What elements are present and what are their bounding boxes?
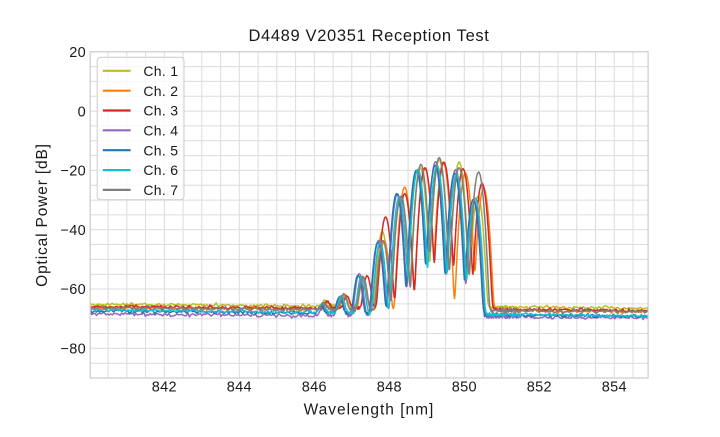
svg-text:846: 846	[302, 380, 327, 396]
svg-text:854: 854	[602, 380, 627, 396]
svg-text:−40: −40	[61, 223, 87, 239]
svg-text:0: 0	[78, 104, 86, 120]
svg-text:D4489 V20351 Reception Test: D4489 V20351 Reception Test	[248, 27, 489, 45]
svg-text:Ch. 5: Ch. 5	[143, 142, 178, 158]
svg-text:Ch. 4: Ch. 4	[143, 122, 178, 138]
svg-text:20: 20	[69, 45, 86, 61]
svg-text:Optical Power [dB]: Optical Power [dB]	[34, 143, 51, 287]
svg-text:848: 848	[377, 380, 402, 396]
svg-text:850: 850	[452, 380, 477, 396]
svg-text:842: 842	[152, 380, 177, 396]
svg-text:Ch. 7: Ch. 7	[143, 182, 178, 198]
svg-text:Ch. 6: Ch. 6	[143, 162, 178, 178]
svg-text:Wavelength [nm]: Wavelength [nm]	[304, 402, 435, 419]
svg-text:−80: −80	[61, 342, 87, 358]
svg-text:Ch. 1: Ch. 1	[143, 63, 178, 79]
svg-text:−60: −60	[61, 282, 87, 298]
svg-text:Ch. 3: Ch. 3	[143, 103, 178, 119]
svg-text:852: 852	[527, 380, 552, 396]
svg-text:Ch. 2: Ch. 2	[143, 83, 178, 99]
svg-text:−20: −20	[61, 164, 87, 180]
svg-text:844: 844	[227, 380, 252, 396]
